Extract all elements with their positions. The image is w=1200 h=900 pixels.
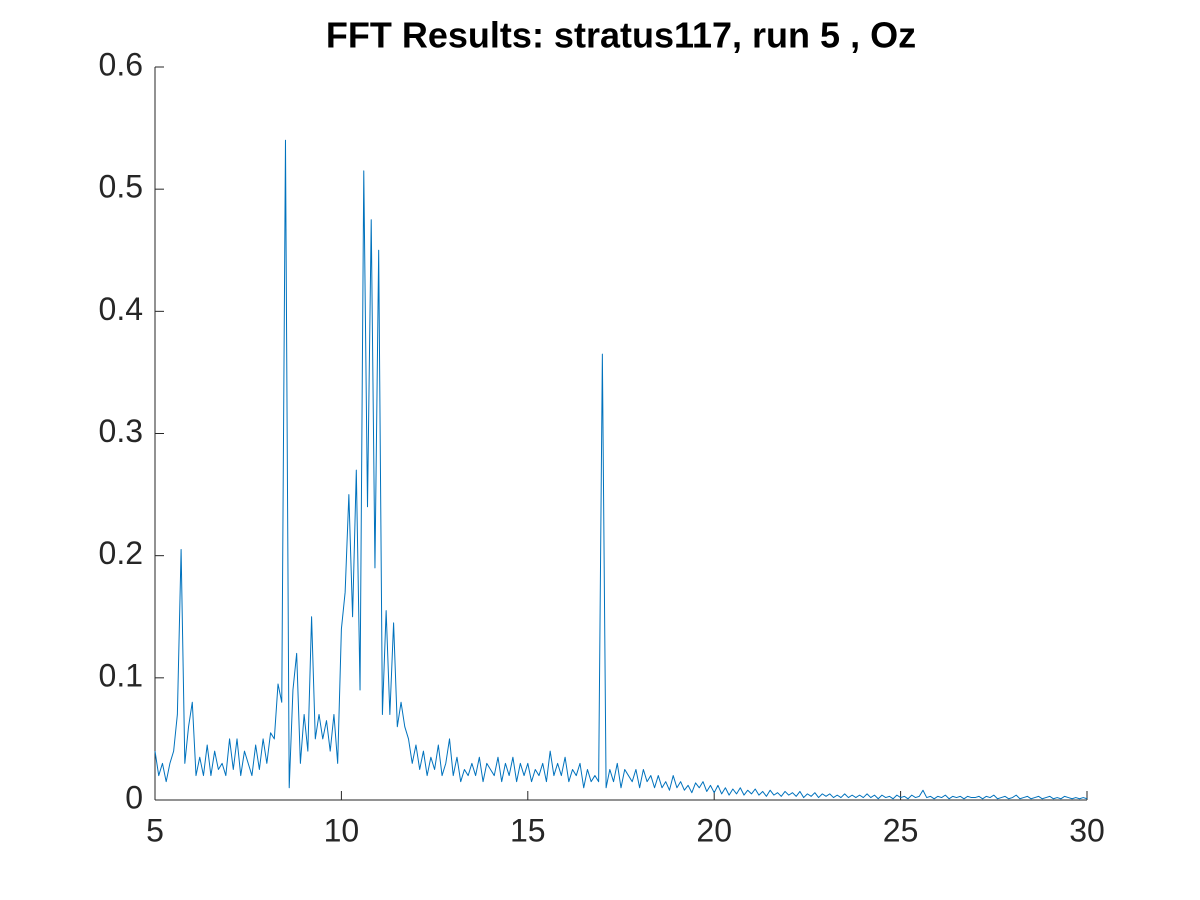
y-tick-label: 0 [125,779,143,815]
x-tick-label: 15 [510,812,546,848]
y-tick-label: 0.4 [99,291,143,327]
y-tick-label: 0.5 [99,169,143,205]
chart-title: FFT Results: stratus117, run 5 , Oz [326,15,916,56]
x-tick-label: 10 [324,812,360,848]
y-tick-label: 0.2 [99,535,143,571]
x-tick-label: 5 [146,812,164,848]
x-tick-label: 25 [883,812,919,848]
x-tick-label: 30 [1069,812,1105,848]
y-tick-label: 0.1 [99,657,143,693]
fft-line [154,139,1088,800]
y-tick-label: 0.3 [99,413,143,449]
y-tick-label: 0.6 [99,46,143,82]
x-tick-label: 20 [696,812,732,848]
